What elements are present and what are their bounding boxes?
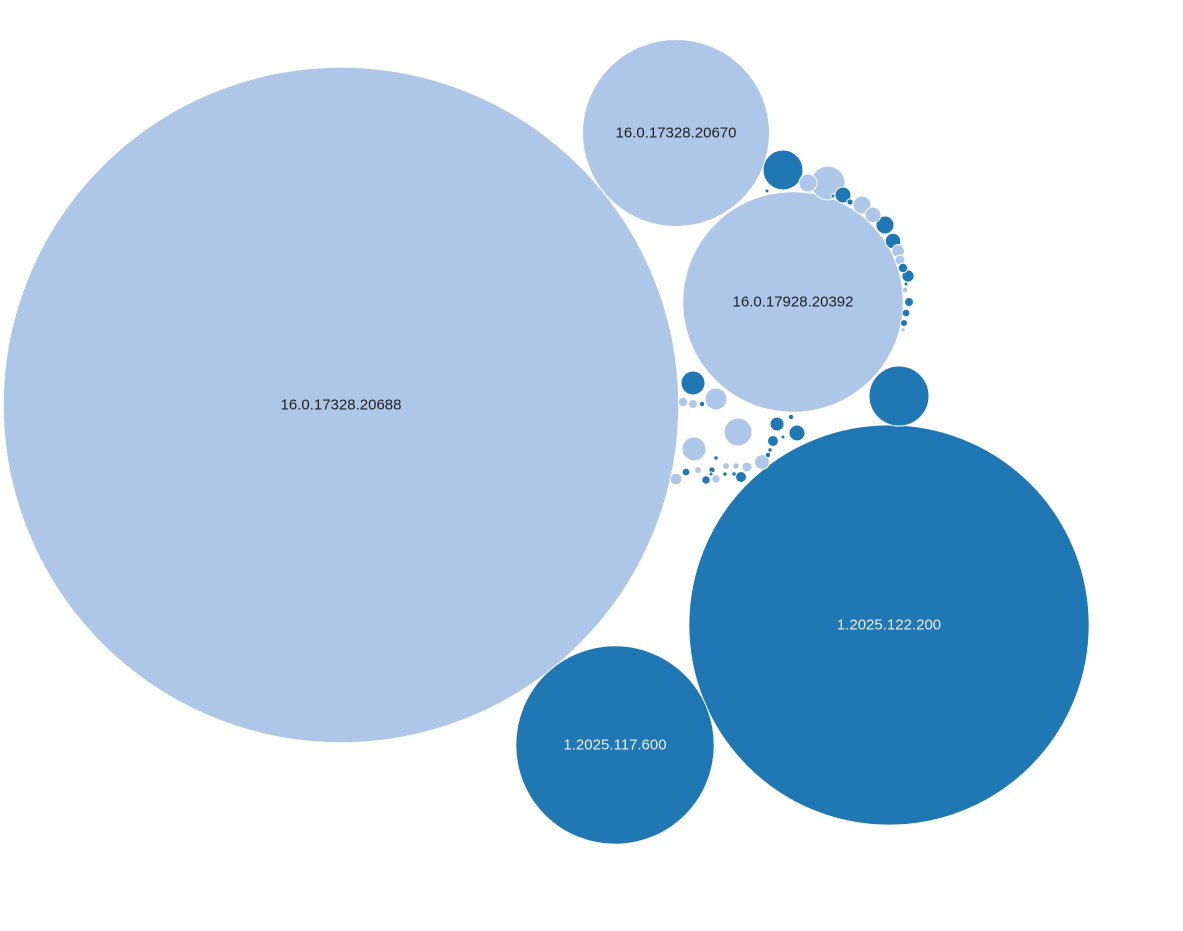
bubble-small[interactable] [669, 472, 683, 486]
bubble-small[interactable] [767, 435, 779, 447]
bubble-1.2025.122.200[interactable] [688, 424, 1090, 826]
bubble-small[interactable] [904, 297, 914, 307]
bubble-small[interactable] [769, 416, 785, 432]
bubble-small[interactable] [735, 471, 747, 483]
bubble-small[interactable] [798, 173, 818, 193]
bubble-small[interactable] [762, 149, 804, 191]
bubble-small[interactable] [680, 370, 706, 396]
bubble-small[interactable] [722, 471, 728, 477]
bubble-small[interactable] [721, 461, 731, 471]
bubble-small[interactable] [693, 465, 703, 475]
bubble-16.0.17328.20688[interactable] [2, 66, 680, 744]
bubble-small[interactable] [852, 195, 872, 215]
bubble-small[interactable] [711, 474, 721, 484]
bubble-small[interactable] [787, 413, 795, 421]
bubble-small[interactable] [901, 308, 911, 318]
bubble-small[interactable] [681, 467, 691, 477]
bubble-small[interactable] [788, 424, 806, 442]
bubble-small[interactable] [681, 436, 707, 462]
bubble-small[interactable] [741, 461, 753, 473]
bubble-1.2025.117.600[interactable] [515, 645, 715, 845]
bubble-small[interactable] [754, 454, 770, 470]
bubble-small[interactable] [688, 399, 698, 409]
bubble-small[interactable] [723, 417, 753, 447]
bubble-small[interactable] [713, 455, 719, 461]
bubble-small[interactable] [901, 269, 915, 283]
bubble-small[interactable] [698, 400, 706, 408]
bubble-small[interactable] [868, 365, 930, 427]
bubble-small[interactable] [677, 396, 689, 408]
bubble-small[interactable] [899, 318, 909, 328]
bubble-small[interactable] [767, 447, 773, 453]
bubble-small[interactable] [897, 262, 909, 274]
bubble-small[interactable] [764, 188, 770, 194]
bubble-16.0.17328.20670[interactable] [582, 39, 770, 227]
bubble-small[interactable] [731, 471, 737, 477]
bubble-small[interactable] [780, 434, 786, 440]
bubble-small[interactable] [846, 198, 854, 206]
bubble-small[interactable] [901, 286, 909, 294]
bubble-small[interactable] [708, 471, 714, 477]
bubble-small[interactable] [900, 327, 906, 333]
bubbles-layer [2, 39, 1090, 845]
bubble-16.0.17928.20392[interactable] [682, 191, 904, 413]
bubble-small[interactable] [830, 193, 836, 199]
bubble-small[interactable] [704, 387, 728, 411]
bubble-small[interactable] [903, 281, 909, 287]
bubble-small[interactable] [701, 475, 711, 485]
bubble-small[interactable] [732, 462, 740, 470]
bubble-small[interactable] [764, 451, 772, 459]
bubble-small[interactable] [864, 206, 882, 224]
bubble-small[interactable] [875, 215, 895, 235]
